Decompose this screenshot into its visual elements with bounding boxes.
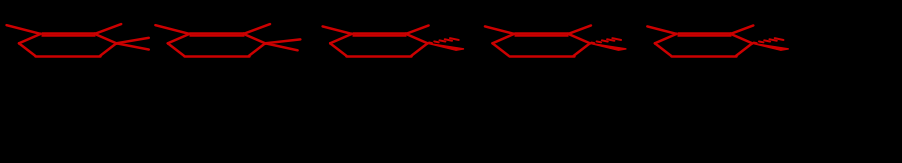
Polygon shape	[752, 43, 788, 50]
Polygon shape	[428, 43, 464, 50]
Polygon shape	[590, 43, 626, 50]
